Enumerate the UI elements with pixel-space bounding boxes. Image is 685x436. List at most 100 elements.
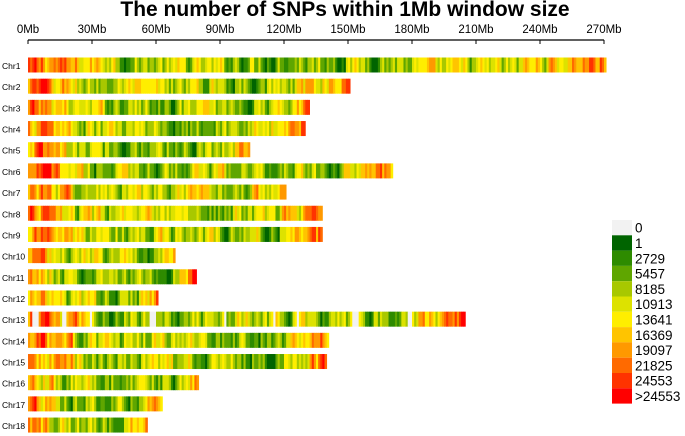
snp-window	[298, 226, 302, 242]
snp-window	[47, 375, 50, 391]
snp-window	[45, 121, 48, 137]
snp-window	[188, 205, 191, 221]
snp-window	[49, 57, 52, 73]
snp-window	[96, 269, 99, 285]
snp-window	[70, 417, 74, 433]
snp-window	[111, 57, 114, 73]
snp-window	[42, 99, 46, 115]
snp-window	[188, 142, 191, 158]
snp-window	[113, 375, 116, 391]
snp-window	[77, 417, 80, 433]
snp-window	[89, 99, 93, 115]
snp-window	[81, 354, 84, 370]
snp-window	[89, 375, 93, 391]
snp-window	[38, 163, 42, 179]
snp-window	[47, 205, 50, 221]
snp-window	[245, 354, 249, 370]
snp-window	[305, 99, 308, 115]
snp-window	[294, 57, 298, 73]
snp-window	[77, 375, 80, 391]
snp-window	[298, 354, 302, 370]
snp-window	[209, 354, 212, 370]
snp-window	[85, 184, 89, 200]
snp-window	[34, 121, 37, 137]
snp-window	[326, 163, 330, 179]
snp-window	[115, 205, 118, 221]
snp-window	[211, 163, 214, 179]
snp-window	[296, 354, 300, 370]
snp-window	[516, 57, 520, 73]
snp-window	[388, 311, 392, 327]
snp-window	[170, 163, 174, 179]
snp-window	[89, 396, 93, 412]
snp-window	[382, 163, 385, 179]
snp-window	[490, 57, 494, 73]
snp-window	[57, 354, 61, 370]
snp-window	[51, 248, 54, 264]
snp-window	[192, 78, 195, 94]
snp-window	[262, 354, 266, 370]
snp-window	[202, 78, 206, 94]
snp-window	[47, 184, 50, 200]
snp-window	[45, 311, 48, 327]
snp-window	[36, 417, 40, 433]
snp-window	[271, 332, 274, 348]
snp-window	[316, 226, 319, 242]
snp-window	[126, 99, 129, 115]
snp-window	[211, 78, 214, 94]
snp-window	[228, 354, 232, 370]
snp-window	[57, 396, 61, 412]
snp-window	[170, 205, 174, 221]
snp-window	[45, 396, 48, 412]
snp-window	[254, 163, 257, 179]
snp-window	[228, 184, 232, 200]
snp-window	[79, 205, 82, 221]
snp-window	[42, 121, 46, 137]
snp-window	[296, 226, 300, 242]
snp-window	[333, 78, 336, 94]
snp-window	[271, 311, 274, 327]
snp-window	[94, 290, 97, 306]
snp-window	[149, 375, 153, 391]
snp-window	[47, 332, 50, 348]
snp-window	[162, 205, 165, 221]
snp-window	[153, 248, 157, 264]
snp-window	[350, 163, 353, 179]
snp-window	[145, 184, 148, 200]
snp-window	[170, 375, 174, 391]
snp-window	[111, 269, 114, 285]
snp-window	[100, 396, 104, 412]
snp-window	[153, 269, 157, 285]
snp-window	[168, 121, 172, 137]
snp-window	[239, 57, 242, 73]
snp-window	[311, 57, 315, 73]
snp-window	[362, 163, 366, 179]
snp-window	[89, 269, 93, 285]
snp-window	[266, 184, 270, 200]
snp-window	[294, 311, 298, 327]
snp-window	[228, 121, 232, 137]
snp-window	[441, 311, 445, 327]
snp-window	[87, 142, 91, 158]
snp-window	[145, 57, 148, 73]
snp-window	[198, 205, 202, 221]
snp-window	[79, 226, 82, 242]
snp-window	[109, 142, 112, 158]
snp-window	[192, 57, 195, 73]
snp-window	[318, 226, 321, 242]
snp-window	[328, 78, 332, 94]
snp-window	[53, 396, 57, 412]
snp-window	[134, 205, 138, 221]
legend-label: 1	[635, 236, 643, 251]
snp-window	[79, 142, 82, 158]
snp-window	[151, 375, 155, 391]
snp-window	[151, 121, 155, 137]
snp-window	[66, 163, 69, 179]
snp-window	[156, 332, 159, 348]
snp-window	[243, 226, 246, 242]
snp-window	[134, 311, 138, 327]
snp-window	[239, 205, 242, 221]
snp-window	[96, 121, 99, 137]
snp-window	[192, 205, 195, 221]
snp-window	[230, 99, 234, 115]
